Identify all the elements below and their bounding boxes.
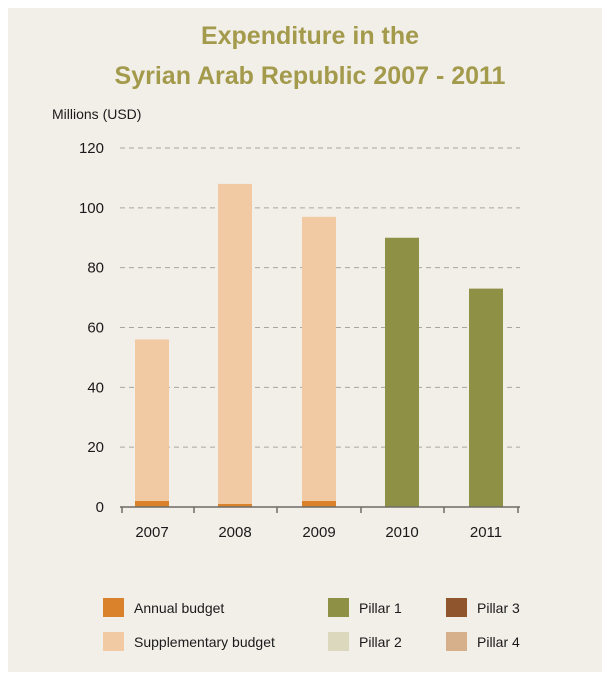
x-tick-label: 2011 bbox=[470, 524, 502, 541]
x-tick-label: 2010 bbox=[385, 524, 418, 541]
y-tick-label: 60 bbox=[87, 320, 104, 337]
y-axis-label: Millions (USD) bbox=[52, 106, 141, 122]
x-tick-label: 2007 bbox=[135, 524, 168, 541]
legend-swatch bbox=[446, 632, 467, 651]
bar-segment bbox=[218, 183, 252, 505]
bar-segment bbox=[135, 501, 169, 507]
legend-swatch bbox=[446, 598, 467, 617]
legend-label: Pillar 1 bbox=[359, 600, 402, 616]
y-tick-label: 20 bbox=[87, 439, 104, 456]
y-tick-label: 0 bbox=[96, 499, 104, 516]
y-tick-label: 100 bbox=[79, 200, 104, 217]
y-tick-label: 120 bbox=[79, 140, 104, 157]
chart-title-line-1: Expenditure in the bbox=[201, 22, 419, 50]
legend-label: Pillar 3 bbox=[477, 600, 520, 616]
bar-segment bbox=[218, 504, 252, 507]
legend-label: Pillar 2 bbox=[359, 634, 402, 650]
chart-title-line-2: Syrian Arab Republic 2007 - 2011 bbox=[115, 62, 506, 90]
legend-swatch bbox=[103, 598, 124, 617]
bar-segment bbox=[302, 501, 336, 507]
legend-swatch bbox=[103, 632, 124, 651]
y-tick-label: 40 bbox=[87, 379, 104, 396]
bar-segment bbox=[469, 288, 503, 507]
bar-segment bbox=[385, 237, 419, 507]
x-tick-label: 2009 bbox=[302, 524, 335, 541]
bar-segment bbox=[302, 216, 336, 502]
legend-label: Supplementary budget bbox=[134, 634, 275, 650]
bar-segment bbox=[135, 339, 169, 502]
legend-swatch bbox=[328, 632, 349, 651]
x-tick-label: 2008 bbox=[218, 524, 251, 541]
y-tick-label: 80 bbox=[87, 260, 104, 277]
legend-label: Annual budget bbox=[134, 600, 224, 616]
legend-swatch bbox=[328, 598, 349, 617]
legend-label: Pillar 4 bbox=[477, 634, 520, 650]
